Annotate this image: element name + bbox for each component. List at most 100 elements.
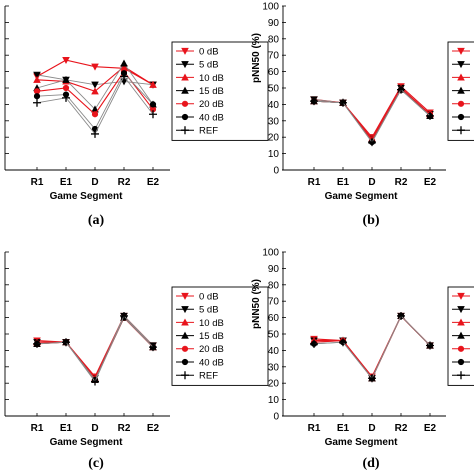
- series-6: [33, 314, 157, 384]
- x-tick-label: D: [368, 423, 375, 434]
- y-tick-label: 100: [262, 248, 279, 259]
- data-point: [310, 339, 318, 348]
- y-tick-label: 60: [268, 313, 280, 324]
- data-point: [62, 57, 70, 65]
- chart-panel-2: 0 10 20 30 40 50 60 70 80 90 100 pNN50 (%) R1 E1 D R2 E2…: [251, 2, 474, 228]
- y-tick-label: 60: [268, 67, 280, 78]
- legend-marker: [457, 86, 465, 94]
- x-tick-label: R2: [118, 423, 131, 434]
- data-point: [120, 72, 128, 81]
- series-line: [314, 315, 431, 380]
- series-7: [33, 311, 157, 386]
- legend-entry: 5 dB: [199, 305, 219, 316]
- x-tick-label: E1: [337, 177, 350, 188]
- legend-entry: REF: [199, 371, 218, 382]
- series-6: [310, 312, 434, 382]
- y-tick-label: 20: [268, 379, 280, 390]
- data-point: [426, 341, 434, 350]
- data-point: [91, 377, 99, 386]
- x-tick-label: E2: [147, 177, 160, 188]
- legend-marker: [181, 306, 189, 314]
- legend: [447, 286, 474, 386]
- series-1: [310, 312, 434, 381]
- series-line: [313, 315, 431, 380]
- legend-entry: 0 dB: [199, 46, 219, 57]
- legend-box: [171, 41, 269, 141]
- x-tick-label: R1: [308, 423, 321, 434]
- legend-marker: [457, 47, 465, 55]
- y-tick-label: 70: [268, 51, 280, 62]
- data-point: [149, 110, 157, 119]
- panel-label: (b): [362, 213, 379, 228]
- legend-marker: [457, 61, 465, 69]
- y-tick-label: 30: [268, 362, 280, 373]
- data-point: [62, 93, 70, 102]
- legend-marker: [181, 126, 189, 135]
- y-tick-label: 90: [268, 18, 280, 29]
- x-tick-label: E2: [424, 177, 437, 188]
- x-tick-label: R2: [395, 423, 408, 434]
- x-tick-label: E2: [424, 423, 437, 434]
- legend-marker: [181, 371, 189, 380]
- panel-label: (d): [362, 456, 379, 471]
- chart-panels: R1 E1 D R2 E2 Game Segment (a) 0 dB 5 dB 10 dB 15 …: [4, 2, 474, 471]
- legend-marker: [457, 292, 465, 300]
- legend-entry: 15 dB: [199, 86, 224, 97]
- data-point: [426, 111, 434, 120]
- y-axis-label: pNN50 (%): [251, 33, 262, 83]
- legend-entry: 10 dB: [199, 73, 224, 84]
- y-tick-label: 20: [268, 133, 280, 144]
- panel-label: (c): [88, 456, 104, 471]
- legend-marker: [181, 100, 189, 107]
- legend-marker: [181, 73, 189, 81]
- legend-entry: 40 dB: [199, 112, 224, 123]
- y-tick-label: 100: [262, 2, 279, 13]
- chart-panel-4: 0 10 20 30 40 50 60 70 80 90 100 pNN50 (%) R1 E1 D R2 E2…: [251, 248, 474, 471]
- series-line: [37, 316, 154, 380]
- y-tick-label: 10: [268, 149, 280, 160]
- panel-label: (a): [88, 213, 105, 228]
- legend-marker: [457, 371, 465, 380]
- data-point: [397, 85, 405, 94]
- x-tick-label: R1: [31, 177, 44, 188]
- x-tick-label: E1: [60, 423, 73, 434]
- data-point: [339, 338, 347, 347]
- legend-marker: [457, 113, 465, 121]
- x-axis-label: Game Segment: [325, 191, 398, 202]
- series-2: [33, 312, 157, 383]
- legend-entry: 0 dB: [199, 291, 219, 302]
- data-point: [91, 81, 99, 89]
- series-line: [37, 315, 154, 380]
- series-line: [36, 316, 154, 381]
- legend-marker: [181, 113, 189, 121]
- x-axis-label: Game Segment: [50, 191, 123, 202]
- data-point: [397, 311, 405, 320]
- data-point: [149, 80, 157, 88]
- x-tick-label: R1: [308, 177, 321, 188]
- x-tick-label: D: [91, 177, 98, 188]
- x-axis-label: Game Segment: [325, 437, 398, 448]
- series-line: [313, 315, 431, 380]
- series-line: [36, 316, 154, 381]
- y-tick-label: 0: [273, 166, 279, 177]
- legend-marker: [457, 358, 465, 366]
- series-line: [313, 87, 431, 140]
- x-tick-label: D: [368, 177, 375, 188]
- data-point: [33, 98, 41, 107]
- y-tick-label: 50: [268, 84, 280, 95]
- legend-entry: 5 dB: [199, 60, 219, 71]
- y-tick-label: 80: [268, 280, 280, 291]
- legend-marker: [181, 358, 189, 366]
- series-3: [33, 313, 157, 382]
- data-point: [33, 339, 41, 348]
- series-6: [33, 70, 157, 133]
- x-axis-label: Game Segment: [50, 437, 123, 448]
- data-point: [91, 129, 99, 138]
- legend-entry: 20 dB: [199, 344, 224, 355]
- legend-marker: [181, 292, 189, 300]
- data-point: [62, 75, 70, 83]
- y-tick-label: 40: [268, 346, 280, 357]
- chart-panel-1: R1 E1 D R2 E2 Game Segment (a) 0 dB 5 dB 10 dB 15 …: [4, 5, 269, 228]
- legend: [447, 41, 474, 141]
- y-tick-label: 80: [268, 34, 280, 45]
